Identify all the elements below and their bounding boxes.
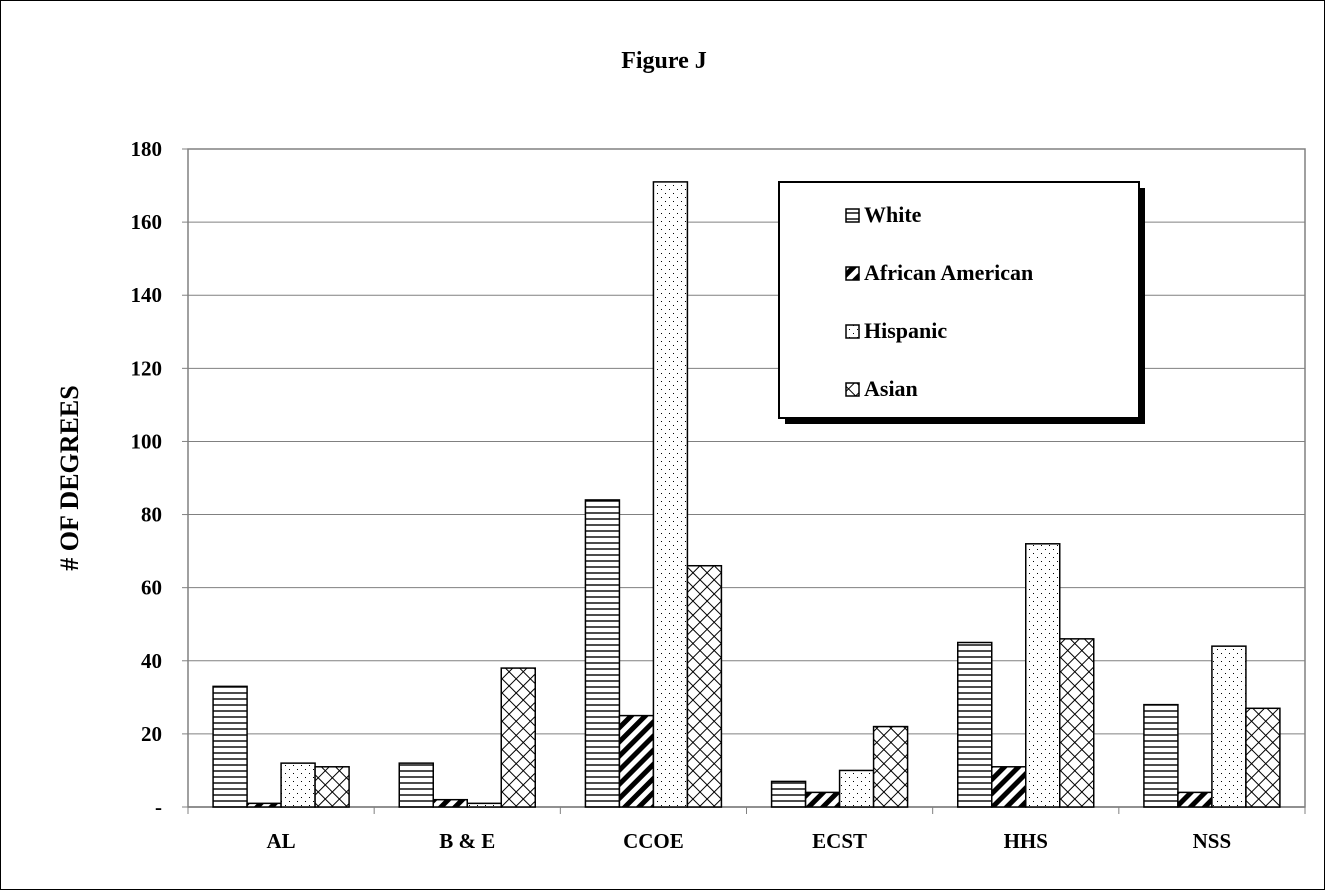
legend-label: African American — [864, 260, 1033, 285]
bar-white-nss — [1143, 703, 1179, 808]
y-tick-labels: - 20 40 60 80 100 120 140 160 180 — [131, 137, 163, 819]
bar-african-american-nss — [1177, 791, 1213, 808]
legend-swatch-asian — [845, 382, 860, 397]
y-tick-label: 140 — [131, 283, 163, 307]
bar-asian-hhs — [1059, 638, 1095, 808]
bar-african-american-al — [246, 802, 282, 808]
x-tick-label: CCOE — [623, 829, 684, 853]
bar-hispanic-ccoe — [652, 181, 689, 808]
bar-white-ecst — [770, 780, 807, 808]
x-tick-label: NSS — [1193, 829, 1232, 853]
legend-swatch-white — [845, 208, 860, 223]
bar-asian-ecst — [872, 725, 909, 808]
y-tick-label: 80 — [141, 503, 162, 527]
legend-label: White — [864, 202, 922, 227]
bar-white-hhs — [957, 641, 993, 808]
bar-african-american-b-e — [432, 798, 468, 808]
legend-box — [778, 181, 1140, 419]
bars-group — [212, 181, 1281, 808]
bar-african-american-ecst — [804, 791, 841, 808]
y-tick-label: 20 — [141, 722, 162, 746]
x-tick-labels: AL B & E CCOE ECST HHS NSS — [266, 829, 1231, 853]
bar-asian-al — [314, 766, 350, 808]
bar-hispanic-al — [280, 762, 316, 808]
bar-asian-b-e — [500, 667, 536, 808]
legend: White African American Hispanic Asian — [778, 181, 1145, 424]
y-tick-label: 120 — [131, 356, 163, 380]
legend-label: Asian — [864, 376, 918, 401]
y-axis-label: # OF DEGREES — [55, 385, 84, 570]
bar-hispanic-b-e — [466, 802, 502, 808]
y-tick-label: 60 — [141, 576, 162, 600]
y-tick-label: 180 — [131, 137, 163, 161]
y-tick-label: 40 — [141, 649, 162, 673]
legend-swatch-african-american — [845, 266, 860, 281]
bar-hispanic-nss — [1211, 645, 1247, 808]
chart-title: Figure J — [621, 48, 707, 74]
bar-african-american-ccoe — [618, 714, 655, 808]
bar-hispanic-ecst — [838, 769, 875, 808]
y-tick-label: 100 — [131, 429, 163, 453]
bar-asian-nss — [1245, 707, 1281, 808]
x-tick-label: AL — [266, 829, 295, 853]
bar-white-al — [212, 685, 248, 808]
bar-white-ccoe — [584, 499, 621, 808]
bar-asian-ccoe — [686, 564, 723, 808]
y-tick-label: - — [155, 795, 162, 819]
bar-white-b-e — [398, 762, 434, 808]
x-tick-label: ECST — [812, 829, 867, 853]
bar-african-american-hhs — [991, 766, 1027, 808]
legend-swatch-hispanic — [845, 324, 860, 339]
x-tick-label: B & E — [439, 829, 495, 853]
bar-hispanic-hhs — [1025, 543, 1061, 808]
legend-label: Hispanic — [864, 318, 947, 343]
x-tick-label: HHS — [1004, 829, 1048, 853]
y-tick-label: 160 — [131, 210, 163, 234]
